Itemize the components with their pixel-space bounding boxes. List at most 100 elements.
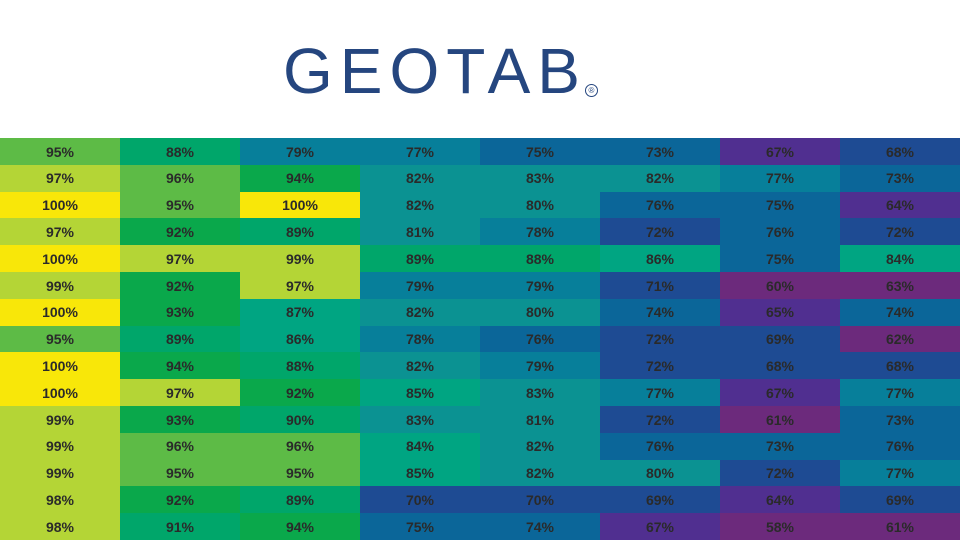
heatmap-cell: 68% bbox=[840, 138, 960, 165]
heatmap-cell: 97% bbox=[240, 272, 360, 299]
heatmap-cell: 74% bbox=[480, 513, 600, 540]
heatmap-cell: 80% bbox=[480, 298, 600, 326]
heatmap-cell: 89% bbox=[120, 325, 240, 353]
heatmap-cell: 75% bbox=[480, 138, 600, 165]
logo-text: GEOTAB bbox=[283, 35, 587, 107]
heatmap-cell: 74% bbox=[840, 298, 960, 326]
heatmap-cell: 76% bbox=[840, 432, 960, 460]
heatmap-cell: 99% bbox=[0, 459, 120, 487]
heatmap-cell: 72% bbox=[840, 218, 960, 246]
heatmap-cell: 95% bbox=[0, 325, 120, 353]
heatmap-cell: 81% bbox=[360, 218, 480, 246]
heatmap-cell: 94% bbox=[120, 352, 240, 380]
heatmap-cell: 95% bbox=[120, 459, 240, 487]
heatmap-cell: 81% bbox=[480, 406, 600, 433]
heatmap-cell: 92% bbox=[120, 486, 240, 514]
heatmap-cell: 95% bbox=[120, 191, 240, 219]
heatmap-cell: 82% bbox=[480, 432, 600, 460]
heatmap-cell: 58% bbox=[720, 513, 840, 540]
heatmap-cell: 97% bbox=[0, 218, 120, 246]
heatmap-cell: 100% bbox=[240, 191, 360, 219]
heatmap-cell: 72% bbox=[600, 406, 720, 433]
heatmap-cell: 68% bbox=[840, 352, 960, 380]
heatmap-cell: 72% bbox=[720, 459, 840, 487]
heatmap-cell: 91% bbox=[120, 513, 240, 540]
heatmap-cell: 72% bbox=[600, 325, 720, 353]
heatmap-cell: 82% bbox=[360, 164, 480, 192]
heatmap-cell: 75% bbox=[720, 245, 840, 273]
heatmap-cell: 96% bbox=[240, 432, 360, 460]
heatmap-cell: 83% bbox=[360, 406, 480, 433]
heatmap-cell: 65% bbox=[720, 298, 840, 326]
heatmap-cell: 76% bbox=[480, 325, 600, 353]
heatmap-cell: 88% bbox=[120, 138, 240, 165]
heatmap-cell: 89% bbox=[360, 245, 480, 273]
heatmap: 95% 88% 79% 77% 75% 73% 67% 68% 97% 96% 94% 82% 83% 8… bbox=[0, 138, 960, 540]
heatmap-cell: 61% bbox=[840, 513, 960, 540]
heatmap-cell: 76% bbox=[600, 191, 720, 219]
heatmap-cell: 75% bbox=[720, 191, 840, 219]
heatmap-cell: 93% bbox=[120, 298, 240, 326]
heatmap-cell: 77% bbox=[840, 379, 960, 407]
heatmap-cell: 68% bbox=[720, 352, 840, 380]
heatmap-cell: 90% bbox=[240, 406, 360, 433]
registered-mark-icon: ® bbox=[584, 84, 598, 97]
heatmap-cell: 96% bbox=[120, 432, 240, 460]
heatmap-cell: 70% bbox=[480, 486, 600, 514]
heatmap-cell: 71% bbox=[600, 272, 720, 299]
heatmap-cell: 100% bbox=[0, 352, 120, 380]
heatmap-cell: 75% bbox=[360, 513, 480, 540]
heatmap-cell: 97% bbox=[120, 379, 240, 407]
heatmap-cell: 88% bbox=[480, 245, 600, 273]
heatmap-cell: 64% bbox=[720, 486, 840, 514]
heatmap-cell: 72% bbox=[600, 218, 720, 246]
heatmap-cell: 100% bbox=[0, 245, 120, 273]
heatmap-cell: 88% bbox=[240, 352, 360, 380]
heatmap-cell: 100% bbox=[0, 298, 120, 326]
heatmap-cell: 98% bbox=[0, 513, 120, 540]
heatmap-cell: 73% bbox=[600, 138, 720, 165]
heatmap-cell: 62% bbox=[840, 325, 960, 353]
heatmap-cell: 60% bbox=[720, 272, 840, 299]
heatmap-cell: 92% bbox=[120, 218, 240, 246]
geotab-logo: GEOTAB ® bbox=[283, 33, 598, 103]
heatmap-cell: 99% bbox=[0, 432, 120, 460]
heatmap-cell: 93% bbox=[120, 406, 240, 433]
heatmap-cell: 87% bbox=[240, 298, 360, 326]
heatmap-cell: 78% bbox=[480, 218, 600, 246]
heatmap-cell: 69% bbox=[600, 486, 720, 514]
heatmap-cell: 73% bbox=[840, 406, 960, 433]
heatmap-cell: 79% bbox=[480, 272, 600, 299]
heatmap-cell: 99% bbox=[0, 406, 120, 433]
heatmap-cell: 82% bbox=[480, 459, 600, 487]
heatmap-cell: 86% bbox=[600, 245, 720, 273]
heatmap-cell: 82% bbox=[360, 352, 480, 380]
heatmap-cell: 85% bbox=[360, 459, 480, 487]
heatmap-cell: 69% bbox=[720, 325, 840, 353]
heatmap-cell: 63% bbox=[840, 272, 960, 299]
heatmap-cell: 70% bbox=[360, 486, 480, 514]
heatmap-cell: 94% bbox=[240, 513, 360, 540]
heatmap-cell: 79% bbox=[240, 138, 360, 165]
heatmap-cell: 83% bbox=[480, 164, 600, 192]
heatmap-cell: 92% bbox=[240, 379, 360, 407]
heatmap-cell: 100% bbox=[0, 191, 120, 219]
heatmap-cell: 82% bbox=[600, 164, 720, 192]
heatmap-cell: 76% bbox=[720, 218, 840, 246]
heatmap-cell: 84% bbox=[840, 245, 960, 273]
heatmap-cell: 77% bbox=[600, 379, 720, 407]
heatmap-cell: 72% bbox=[600, 352, 720, 380]
heatmap-cell: 80% bbox=[480, 191, 600, 219]
heatmap-cell: 89% bbox=[240, 486, 360, 514]
heatmap-cell: 64% bbox=[840, 191, 960, 219]
heatmap-cell: 73% bbox=[720, 432, 840, 460]
heatmap-cell: 82% bbox=[360, 191, 480, 219]
heatmap-cell: 74% bbox=[600, 298, 720, 326]
heatmap-cell: 95% bbox=[0, 138, 120, 165]
heatmap-cell: 96% bbox=[120, 164, 240, 192]
heatmap-cell: 73% bbox=[840, 164, 960, 192]
heatmap-cell: 61% bbox=[720, 406, 840, 433]
heatmap-cell: 84% bbox=[360, 432, 480, 460]
heatmap-cell: 89% bbox=[240, 218, 360, 246]
heatmap-cell: 77% bbox=[720, 164, 840, 192]
